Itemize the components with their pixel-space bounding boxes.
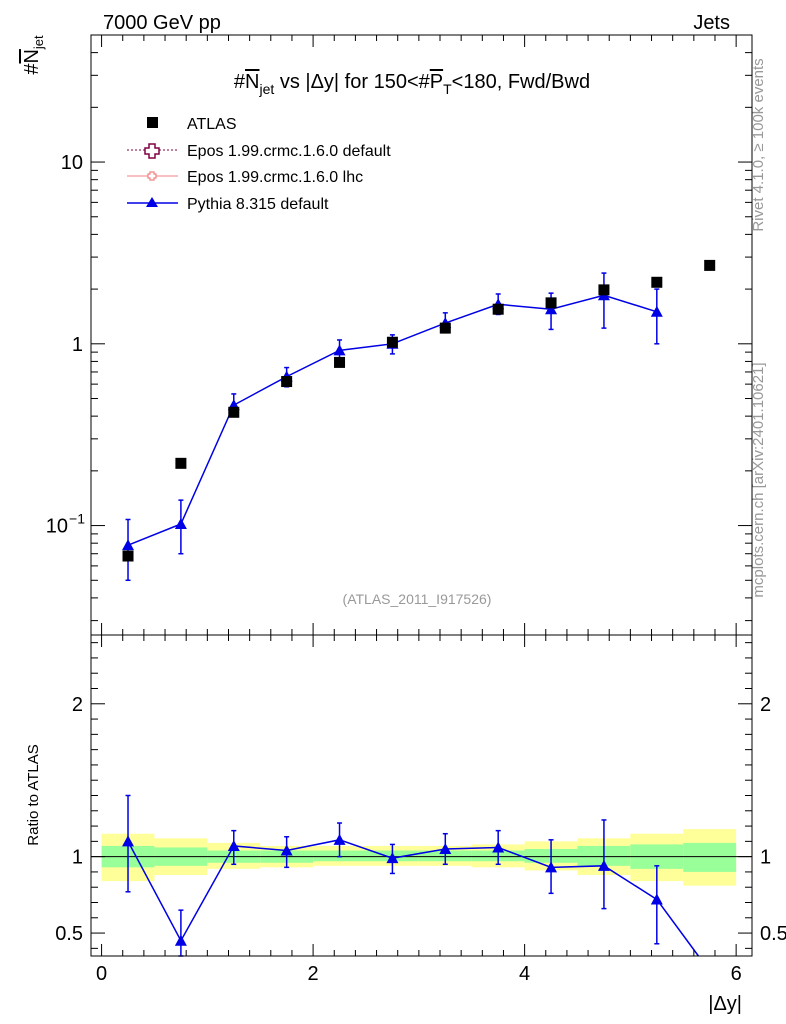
ratio-frame <box>90 634 753 957</box>
ratio-pythia-point <box>280 844 293 856</box>
legend: ATLAS Epos 1.99.crmc.1.6.0 default Epos … <box>127 116 391 213</box>
main-pythia-point <box>122 539 135 551</box>
ratio-pythia-point <box>227 839 240 851</box>
analysis-watermark: (ATLAS_2011_I917526) <box>343 591 492 607</box>
y-label-sub: jet <box>31 35 46 50</box>
atlas-data-point <box>704 259 716 271</box>
title-mid: vs |Δy| for 150<# <box>274 71 430 93</box>
x-tick-label: 6 <box>731 963 742 985</box>
ratio-pythia-point <box>122 835 135 847</box>
legend-marker-pythia <box>146 197 158 207</box>
legend-label-epos-lhc: Epos 1.99.crmc.1.6.0 lhc <box>187 169 363 186</box>
title-p-sub: T <box>443 81 452 97</box>
ratio-pythia-point <box>597 859 610 871</box>
title-n: N <box>245 71 259 93</box>
main-y-tick-exponent: −1 <box>69 511 85 527</box>
atlas-data-point <box>439 322 451 334</box>
atlas-data-point <box>281 376 293 388</box>
atlas-data-point <box>122 550 134 562</box>
atlas-data-point <box>651 276 663 288</box>
main-series <box>122 272 663 582</box>
ratio-bands <box>101 829 737 886</box>
ratio-y-tick-label-right: 0.5 <box>760 923 786 945</box>
energy-label: 7000 GeV pp <box>103 12 221 34</box>
legend-item-epos-default: Epos 1.99.crmc.1.6.0 default <box>127 143 391 160</box>
legend-marker-epos-lhc <box>147 171 157 181</box>
y-label-hash: # <box>21 63 43 75</box>
legend-item-epos-lhc: Epos 1.99.crmc.1.6.0 lhc <box>127 169 363 186</box>
main-pythia-point <box>545 303 558 315</box>
axis-ticks <box>91 34 752 956</box>
ratio-pythia-point <box>650 893 663 905</box>
main-y-tick-label: 10 <box>46 516 68 538</box>
ratio-pythia-point <box>545 861 558 873</box>
legend-item-atlas: ATLAS <box>147 116 237 133</box>
title-p: P <box>430 71 443 93</box>
legend-label-epos-default: Epos 1.99.crmc.1.6.0 default <box>187 143 391 160</box>
ratio-pythia-line <box>127 839 700 957</box>
atlas-data-point <box>228 406 240 418</box>
ratio-pythia-point <box>174 934 187 946</box>
main-y-tick-label: 1 <box>72 334 83 356</box>
svg-text:#Njet: #Njet <box>21 35 46 75</box>
main-pythia-line <box>127 294 658 546</box>
legend-marker-atlas <box>147 117 158 128</box>
x-tick-label: 4 <box>519 963 530 985</box>
title-tail: <180, Fwd/Bwd <box>452 71 590 93</box>
main-pythia-point <box>174 518 187 530</box>
title-hash: # <box>234 71 246 93</box>
atlas-data-point <box>598 284 610 296</box>
atlas-data-point <box>334 356 346 368</box>
rivet-label: Rivet 4.1.0, ≥ 100k events <box>750 58 767 231</box>
main-pythia-point <box>333 344 346 356</box>
y-label-symbol: N <box>21 49 43 63</box>
atlas-data-point <box>492 303 504 315</box>
ratio-y-tick-label-left: 0.5 <box>55 923 83 945</box>
title-n-sub: jet <box>258 81 274 97</box>
ratio-pythia-point <box>386 852 399 864</box>
ratio-y-tick-label-left: 1 <box>72 847 83 869</box>
atlas-data-point <box>175 457 187 469</box>
ratio-pythia-point <box>439 843 452 854</box>
legend-label-pythia: Pythia 8.315 default <box>187 196 329 213</box>
ratio-series <box>122 794 700 957</box>
ratio-y-tick-label-right: 1 <box>760 847 771 869</box>
category-label: Jets <box>693 12 730 34</box>
x-tick-label: 2 <box>308 963 319 985</box>
x-axis-label: |Δy| <box>708 993 742 1015</box>
x-tick-label: 0 <box>96 963 107 985</box>
mcplots-label: mcplots.cern.ch [arXiv:2401.10621] <box>750 362 767 597</box>
main-y-label: #Njet <box>21 35 46 75</box>
legend-label-atlas: ATLAS <box>187 116 237 133</box>
legend-item-pythia: Pythia 8.315 default <box>127 196 329 213</box>
atlas-data-point <box>386 336 398 348</box>
ratio-pythia-point <box>333 833 346 845</box>
ratio-pythia-point <box>492 841 505 853</box>
ratio-y-tick-label-left: 2 <box>72 694 83 716</box>
ratio-band-inner <box>683 842 737 872</box>
legend-marker-epos-default <box>144 143 160 159</box>
main-pythia-point <box>650 305 663 317</box>
ratio-y-label: Ratio to ATLAS <box>25 744 42 845</box>
atlas-data-point <box>545 297 557 309</box>
atlas-data-points <box>122 259 716 562</box>
main-y-tick-label: 10 <box>61 152 83 174</box>
chart-title: #Njet vs |Δy| for 150<#PT<180, Fwd/Bwd <box>234 71 590 97</box>
ratio-y-tick-label-right: 2 <box>760 694 771 716</box>
